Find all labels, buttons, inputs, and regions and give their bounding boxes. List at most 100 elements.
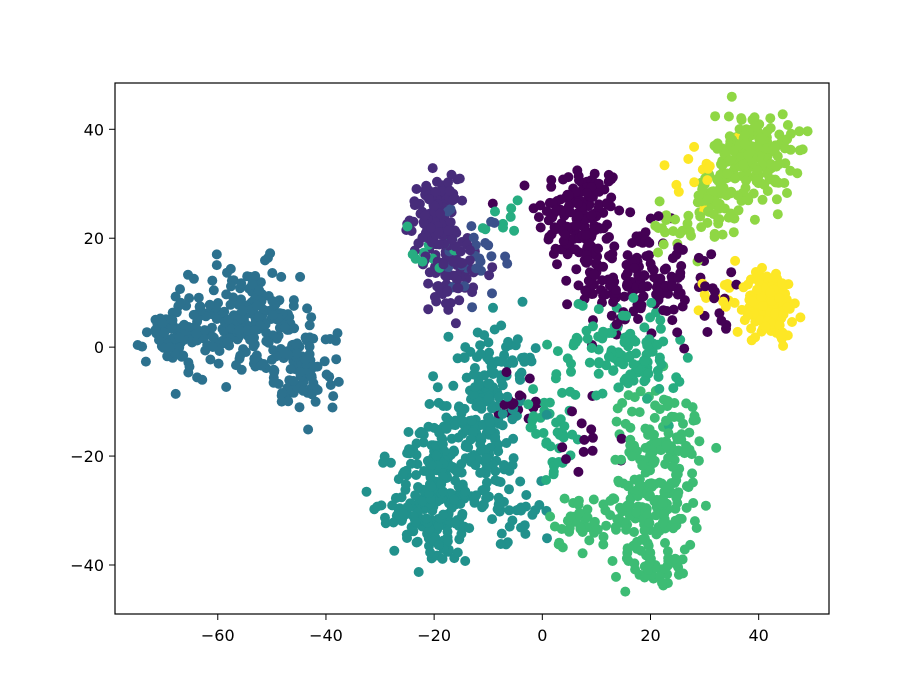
scatter-point: [486, 216, 497, 227]
scatter-point: [487, 262, 498, 273]
scatter-point: [546, 175, 557, 185]
x-tick-label: 40: [749, 626, 769, 645]
scatter-point: [551, 369, 562, 380]
scatter-point: [470, 460, 481, 471]
scatter-point: [534, 500, 545, 510]
scatter-point: [765, 113, 776, 124]
scatter-point: [560, 229, 570, 240]
y-tick-label: 40: [84, 120, 104, 139]
scatter-point: [777, 329, 788, 339]
scatter-point: [504, 484, 514, 495]
scatter-point: [557, 387, 568, 398]
scatter-point: [657, 497, 668, 508]
scatter-point: [604, 251, 614, 261]
scatter-point: [638, 291, 649, 302]
scatter-point: [693, 252, 704, 263]
scatter-point: [750, 332, 761, 343]
scatter-point: [443, 331, 454, 342]
scatter-point: [556, 524, 567, 534]
scatter-point: [662, 482, 673, 493]
scatter-point: [204, 299, 215, 310]
scatter-point: [689, 141, 700, 152]
scatter-point: [736, 113, 747, 124]
scatter-point: [584, 535, 595, 546]
scatter-point: [572, 165, 583, 176]
scatter-point: [741, 175, 751, 186]
scatter-point: [679, 448, 690, 459]
scatter-point: [207, 342, 218, 352]
scatter-point: [267, 296, 278, 306]
scatter-point: [573, 466, 584, 477]
scatter-point: [743, 149, 754, 160]
scatter-point: [490, 206, 500, 217]
scatter-point: [397, 469, 408, 480]
scatter-point: [475, 340, 486, 351]
scatter-point: [762, 186, 773, 196]
scatter-point: [509, 225, 520, 236]
scatter-point: [658, 336, 669, 347]
scatter-point: [211, 314, 222, 324]
scatter-point: [598, 261, 609, 272]
scatter-point: [794, 145, 805, 156]
scatter-point: [221, 289, 232, 300]
scatter-point: [638, 281, 649, 292]
scatter-point: [464, 523, 475, 534]
scatter-point: [672, 327, 683, 338]
scatter-point: [304, 320, 315, 331]
scatter-point: [687, 468, 698, 479]
scatter-point: [714, 214, 725, 225]
scatter-point: [553, 539, 564, 550]
scatter-point: [453, 432, 464, 443]
scatter-point: [603, 169, 614, 180]
scatter-point: [448, 380, 459, 391]
scatter-point: [465, 434, 476, 445]
scatter-point: [157, 318, 168, 329]
scatter-point: [621, 524, 631, 535]
scatter-point: [474, 400, 485, 411]
scatter-point: [507, 515, 518, 526]
scatter-point: [718, 296, 729, 307]
scatter-point: [411, 184, 422, 194]
scatter-point: [463, 442, 474, 453]
scatter-point: [221, 382, 232, 392]
scatter-point: [611, 285, 621, 295]
scatter-point: [380, 518, 391, 529]
scatter-point: [691, 523, 702, 533]
scatter-point: [667, 461, 678, 472]
scatter-point: [576, 418, 587, 429]
scatter-point: [409, 200, 420, 211]
scatter-point: [141, 327, 152, 338]
scatter-point: [441, 401, 452, 411]
scatter-point: [407, 249, 418, 260]
scatter-point: [625, 328, 636, 339]
scatter-point: [683, 154, 694, 164]
scatter-point: [702, 217, 713, 228]
scatter-point: [484, 417, 495, 428]
scatter-point: [670, 214, 681, 225]
scatter-point: [460, 556, 471, 566]
scatter-point: [757, 301, 768, 311]
scatter-point: [686, 230, 696, 241]
scatter-point: [552, 259, 562, 270]
x-tick-label: 0: [537, 626, 547, 645]
scatter-point: [235, 313, 246, 324]
scatter-point: [541, 438, 552, 449]
scatter-point: [438, 509, 449, 520]
scatter-point: [593, 178, 604, 189]
scatter-point: [519, 356, 530, 367]
scatter-point: [613, 382, 624, 393]
scatter-point: [639, 270, 650, 281]
scatter-point: [198, 333, 209, 344]
scatter-point: [496, 528, 507, 539]
scatter-point: [643, 368, 654, 379]
scatter-point: [597, 275, 608, 286]
scatter-point: [598, 326, 609, 337]
scatter-point: [236, 364, 247, 375]
scatter-point: [667, 315, 678, 326]
scatter-point: [416, 426, 426, 437]
scatter-point: [613, 347, 624, 358]
scatter-point: [702, 327, 713, 337]
scatter-point: [242, 325, 253, 336]
scatter-point: [650, 400, 661, 411]
scatter-point: [649, 412, 660, 423]
